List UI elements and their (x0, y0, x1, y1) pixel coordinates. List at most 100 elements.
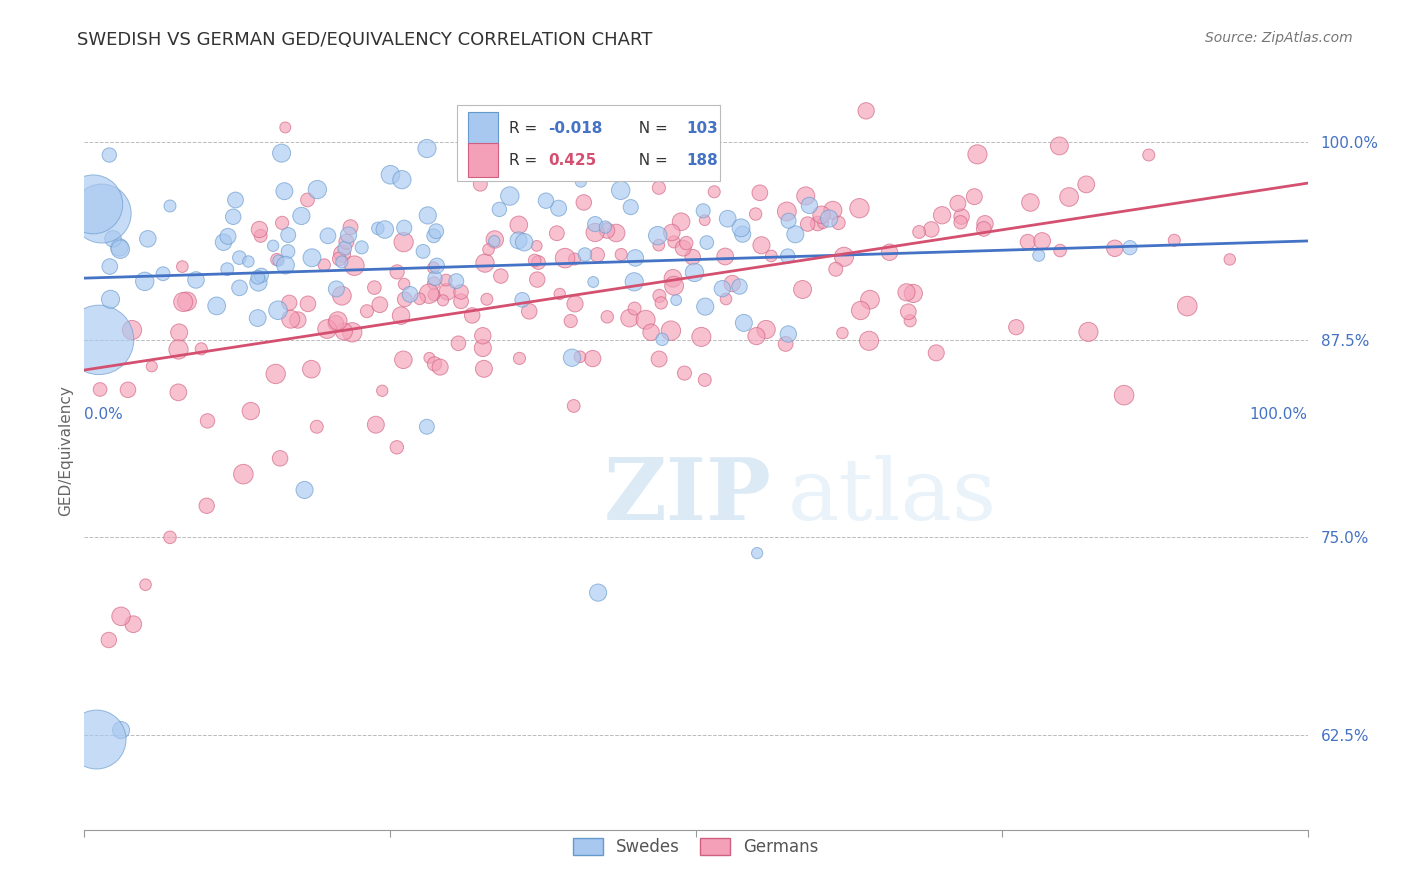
Point (305, 419, 328, 434)
Point (301, 251, 323, 265)
Point (110, 609, 132, 624)
Point (1049, 244, 1071, 258)
Point (122, 617, 145, 632)
Point (342, 326, 364, 340)
Point (246, 311, 269, 326)
Point (90, 206, 112, 220)
Point (152, 267, 174, 281)
Point (647, 228, 669, 243)
Point (482, 234, 505, 248)
Point (775, 337, 797, 351)
Point (488, 202, 510, 217)
Point (745, 329, 768, 343)
Point (692, 203, 714, 218)
Point (426, 259, 449, 273)
Point (794, 189, 817, 203)
Point (380, 168, 402, 182)
Point (717, 211, 740, 226)
Point (1031, 234, 1053, 248)
Point (499, 189, 522, 203)
Point (461, 309, 484, 323)
Point (546, 226, 568, 240)
Point (297, 193, 319, 207)
Point (167, 343, 190, 357)
Point (583, 226, 606, 240)
Point (159, 530, 181, 544)
Point (513, 235, 536, 250)
Point (1017, 235, 1039, 249)
Point (792, 283, 814, 297)
Point (568, 350, 591, 364)
FancyBboxPatch shape (457, 105, 720, 181)
Point (97, 632, 120, 647)
Point (778, 326, 800, 341)
Point (517, 304, 540, 318)
Point (966, 147, 988, 161)
Point (661, 226, 683, 240)
Point (818, 211, 841, 226)
Point (356, 304, 378, 318)
Point (117, 383, 139, 397)
Point (82, 197, 104, 211)
Point (526, 239, 548, 253)
Point (422, 260, 444, 275)
Point (648, 289, 671, 303)
Point (159, 199, 181, 213)
Point (297, 297, 319, 311)
Point (98, 148, 121, 162)
Text: atlas: atlas (787, 454, 997, 538)
Point (477, 243, 499, 257)
Point (385, 265, 408, 279)
Point (333, 325, 356, 339)
Point (314, 258, 336, 272)
Text: N =: N = (628, 120, 672, 136)
Point (849, 303, 872, 318)
Point (337, 227, 360, 242)
Point (135, 578, 157, 592)
Point (596, 223, 619, 237)
Point (583, 217, 606, 231)
Point (526, 272, 548, 286)
Point (239, 404, 262, 418)
Point (569, 141, 592, 155)
Point (167, 385, 190, 400)
Point (270, 146, 292, 161)
Point (744, 207, 766, 221)
Point (172, 260, 194, 274)
Point (274, 258, 297, 272)
Point (523, 253, 546, 268)
Point (574, 247, 596, 261)
Point (1028, 248, 1050, 262)
Point (730, 220, 752, 235)
Point (751, 238, 773, 252)
Point (436, 285, 458, 299)
Point (560, 314, 582, 328)
Point (776, 249, 799, 263)
Point (595, 220, 617, 235)
Point (246, 270, 269, 285)
Point (475, 292, 498, 306)
Point (561, 351, 583, 365)
Text: 188: 188 (686, 153, 718, 168)
Point (190, 342, 212, 356)
Point (316, 228, 339, 243)
Point (714, 250, 737, 264)
Point (316, 322, 339, 336)
FancyBboxPatch shape (468, 112, 498, 145)
Point (167, 326, 190, 340)
Point (418, 286, 440, 301)
Point (217, 262, 239, 277)
Point (778, 213, 800, 227)
Point (385, 440, 408, 454)
Point (238, 254, 260, 268)
Point (562, 399, 585, 413)
Point (280, 312, 302, 326)
Point (1119, 241, 1142, 255)
Point (247, 222, 270, 236)
Point (141, 359, 163, 374)
Point (605, 226, 627, 240)
Text: SWEDISH VS GERMAN GED/EQUIVALENCY CORRELATION CHART: SWEDISH VS GERMAN GED/EQUIVALENCY CORREL… (77, 31, 652, 49)
Point (87, 333, 110, 347)
Point (273, 184, 295, 198)
Point (721, 277, 744, 291)
